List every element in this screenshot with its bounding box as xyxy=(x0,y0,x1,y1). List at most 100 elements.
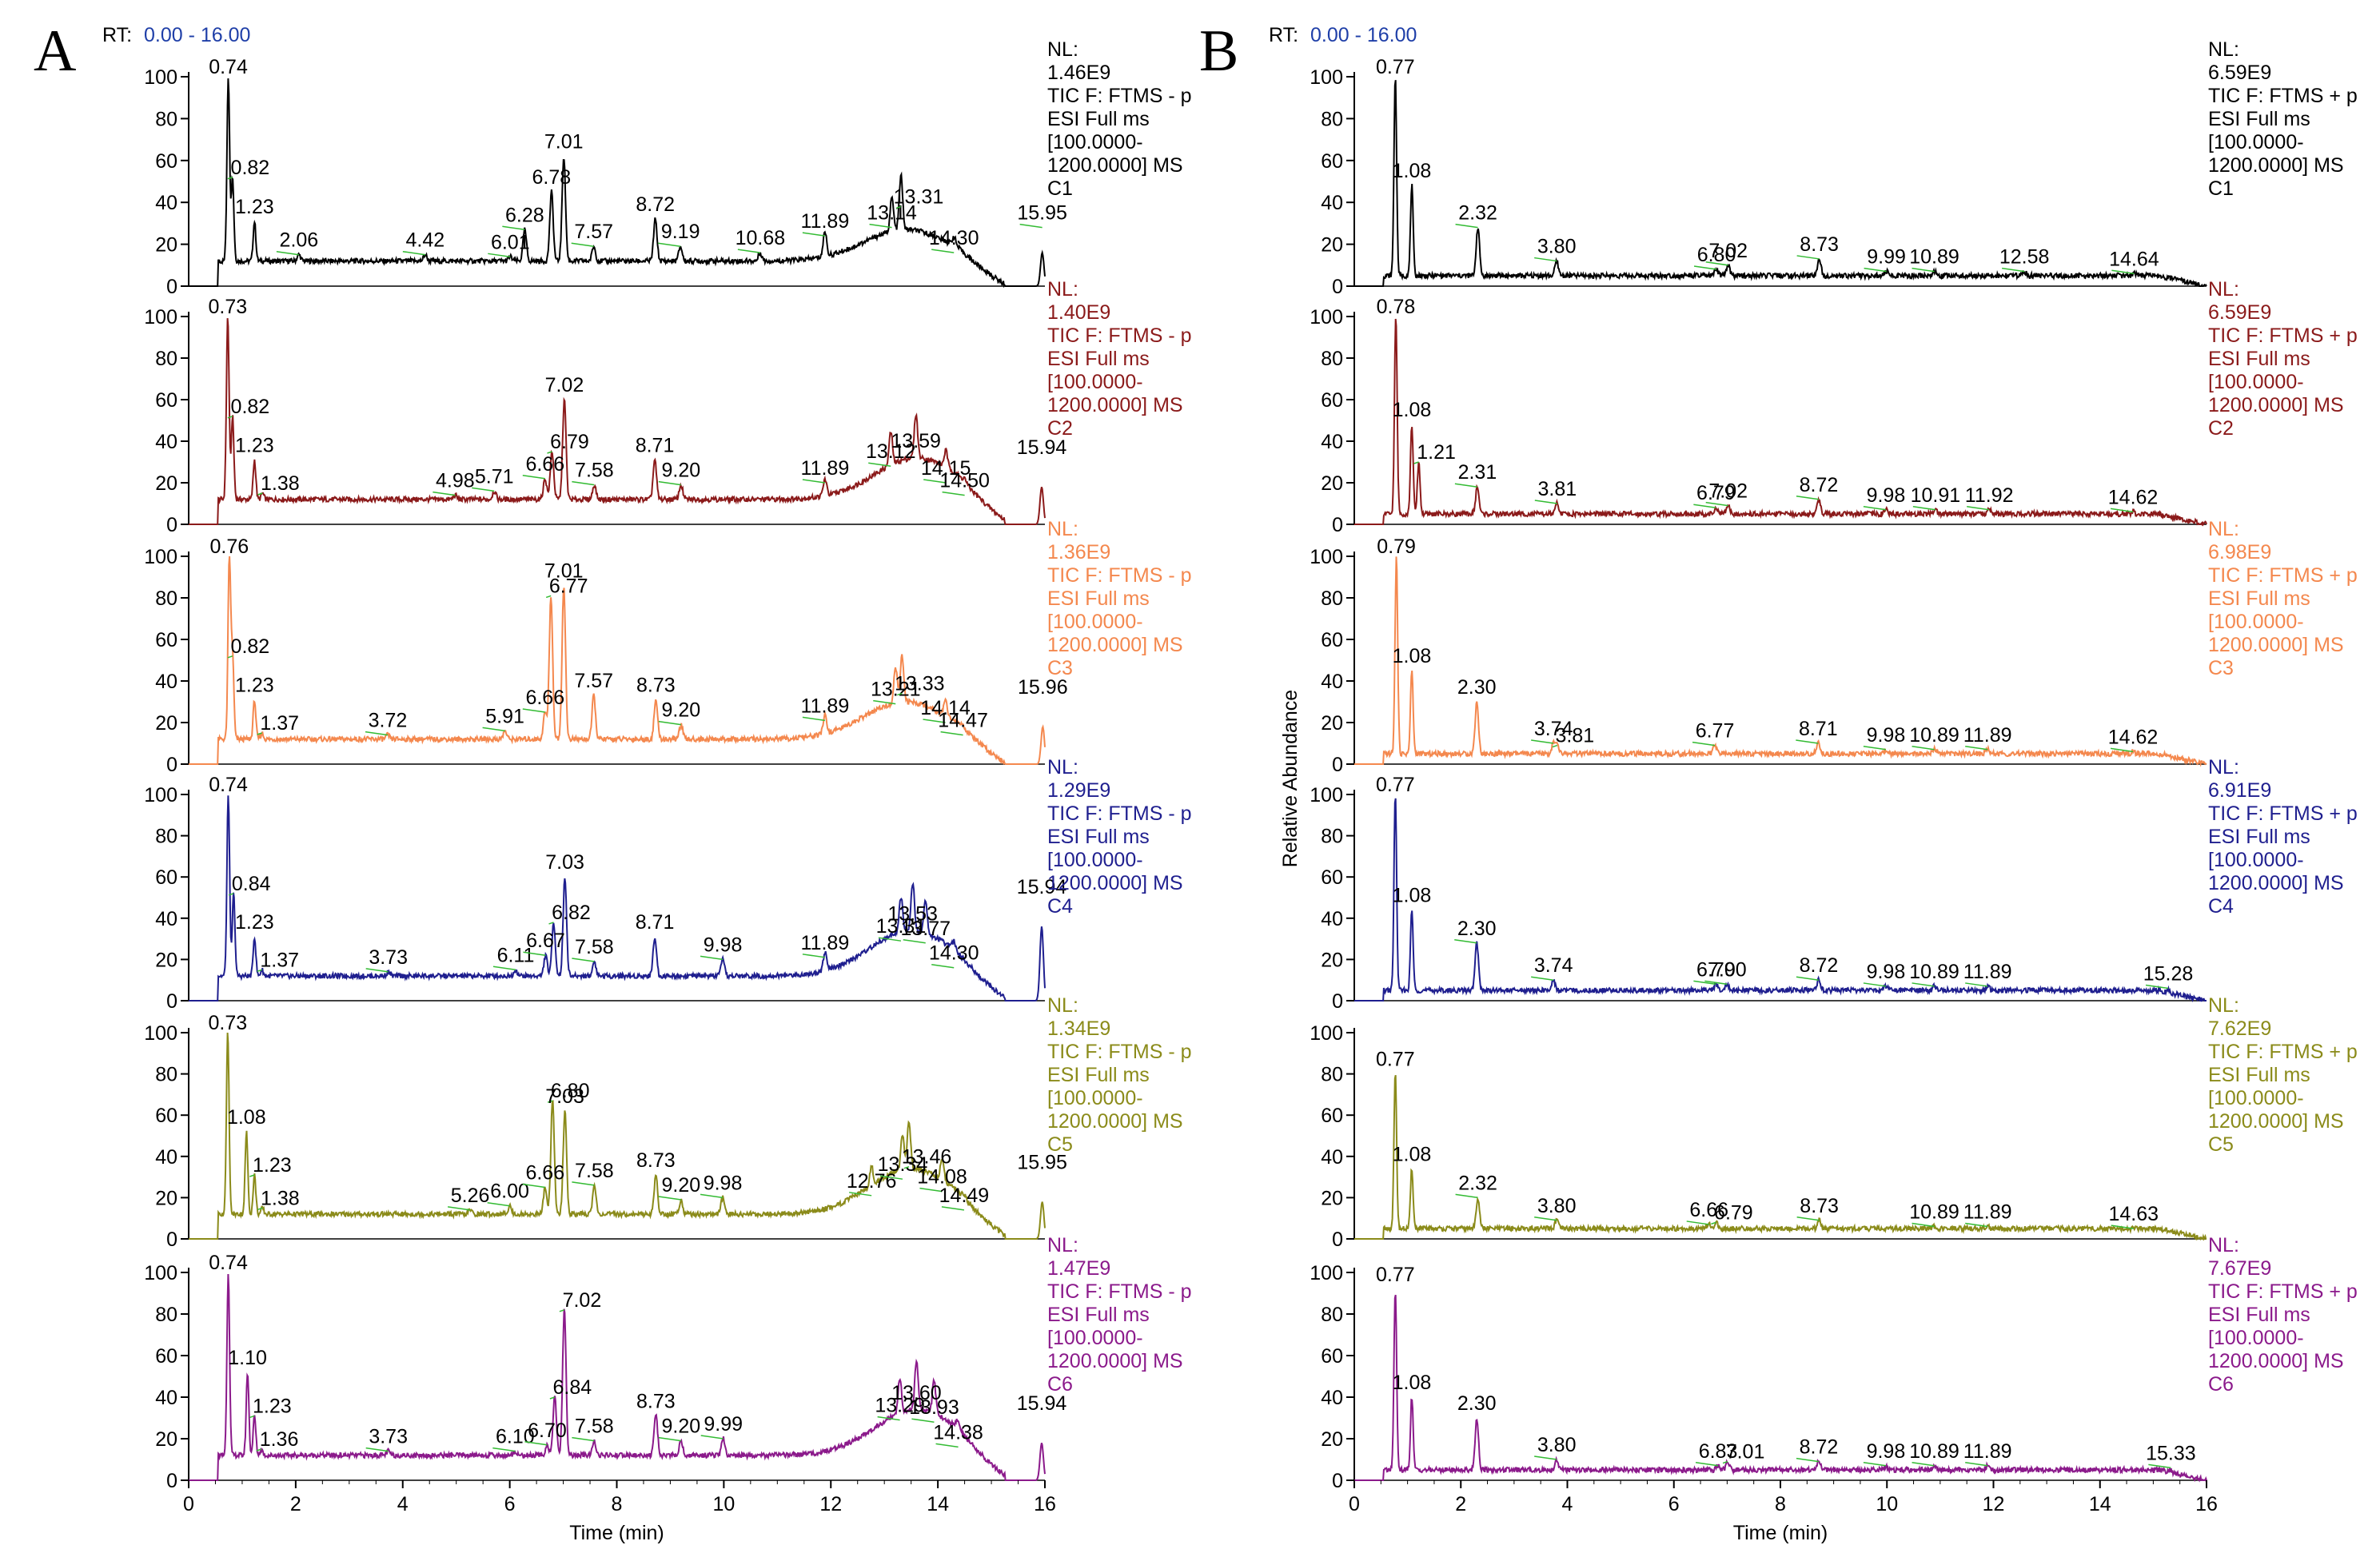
peak-label: 3.73 xyxy=(369,946,408,969)
peak-label: 14.30 xyxy=(929,942,979,965)
peak-label: 10.89 xyxy=(1909,961,1959,983)
peak-label: 15.94 xyxy=(1017,1392,1067,1415)
peak-label-connector xyxy=(737,249,760,253)
peak-label-connector xyxy=(249,1174,255,1177)
peak-label: 7.58 xyxy=(575,1416,614,1438)
peak-label: 11.89 xyxy=(1963,961,2012,983)
nl-value: 1.40E9 xyxy=(1047,301,1110,324)
peak-label-connector xyxy=(276,250,299,256)
peak-label-connector xyxy=(1534,500,1557,504)
peak-label: 0.77 xyxy=(1376,56,1415,78)
peak-label: 0.82 xyxy=(231,635,270,658)
y-tick-label: 60 xyxy=(1321,389,1343,412)
peak-label-connector xyxy=(545,595,552,599)
y-tick-label: 80 xyxy=(1321,1304,1343,1326)
y-tick-label: 20 xyxy=(1321,1187,1343,1209)
y-tick-label: 100 xyxy=(1310,784,1343,806)
trace-c6: 0 20 40 60 80 100 0.74 1.10 1.23 1.36 3.73 6.106.70… xyxy=(144,1234,1191,1492)
peak-label: 0.73 xyxy=(209,1012,248,1034)
peak-label-connector xyxy=(2148,1463,2171,1469)
peak-label: 15.28 xyxy=(2143,963,2194,986)
nl-label: NL: xyxy=(1047,1234,1078,1256)
peak-label-connector xyxy=(571,242,594,247)
y-tick-label: 80 xyxy=(1321,348,1343,370)
peak-label-connector xyxy=(700,1193,724,1199)
scan-mode: TIC F: FTMS + p xyxy=(2208,1280,2358,1303)
nl-value: 1.47E9 xyxy=(1047,1257,1110,1280)
y-tick-label: 40 xyxy=(155,1387,177,1409)
peak-label: 3.80 xyxy=(1537,236,1577,258)
ionization: ESI Full ms xyxy=(1047,108,1150,130)
peak-label-connector xyxy=(931,249,955,253)
y-tick-label: 60 xyxy=(155,1105,177,1127)
y-tick-label: 60 xyxy=(155,150,177,173)
peak-label: 6.67 xyxy=(526,930,565,952)
mass-range-end: 1200.0000] MS xyxy=(2208,1350,2344,1372)
trace-line xyxy=(189,795,1046,1001)
peak-label-connector xyxy=(1864,267,1887,273)
peak-label: 12.76 xyxy=(847,1170,897,1193)
peak-label-connector xyxy=(472,487,495,492)
peak-label: 1.08 xyxy=(1393,1372,1432,1394)
ionization: ESI Full ms xyxy=(2208,348,2310,370)
peak-label-connector xyxy=(2111,1224,2134,1229)
peak-label: 3.72 xyxy=(369,710,408,732)
peak-label: 9.98 xyxy=(1867,484,1906,507)
peak-label-connector xyxy=(228,893,234,896)
y-tick-label: 0 xyxy=(166,1470,177,1492)
peak-label-connector xyxy=(492,966,516,971)
peak-label-connector xyxy=(1455,223,1478,229)
peak-label: 13.46 xyxy=(902,1146,952,1169)
peak-label-connector xyxy=(1019,223,1042,229)
ionization: ESI Full ms xyxy=(1047,1064,1150,1086)
peak-label-connector xyxy=(1693,504,1716,508)
y-tick-label: 20 xyxy=(1321,712,1343,735)
y-tick-label: 100 xyxy=(144,784,177,806)
peak-label: 2.30 xyxy=(1457,1392,1497,1415)
trace-c2: 0 20 40 60 80 100 0.78 1.08 1.212.31 3.81 6.797.02… xyxy=(1310,278,2358,536)
peak-label-connector xyxy=(1796,255,1820,260)
peak-label-connector xyxy=(227,177,233,180)
mass-range-end: 1200.0000] MS xyxy=(2208,394,2344,416)
peak-label-connector xyxy=(1693,980,1716,986)
peak-label: 8.72 xyxy=(636,193,675,216)
peak-label: 8.71 xyxy=(636,434,675,456)
y-tick-label: 40 xyxy=(1321,671,1343,693)
peak-label-connector xyxy=(1965,746,1988,751)
peak-label: 0.82 xyxy=(231,157,270,179)
peak-label-connector xyxy=(257,969,262,973)
scan-mode: TIC F: FTMS + p xyxy=(2208,564,2358,587)
sample-name: C3 xyxy=(2208,657,2234,679)
peak-label: 1.08 xyxy=(1393,884,1432,906)
peak-label-connector xyxy=(1912,1222,1935,1228)
peak-label-connector xyxy=(2002,267,2025,273)
nl-label: NL: xyxy=(2208,38,2239,61)
peak-label: 1.36 xyxy=(260,1428,299,1451)
peak-label: 9.99 xyxy=(1867,246,1906,269)
peak-label-connector xyxy=(522,708,545,713)
x-tick-label: 8 xyxy=(612,1493,623,1515)
peak-label-connector xyxy=(1965,1462,1988,1467)
peak-label: 6.80 xyxy=(551,1080,590,1102)
peak-label-connector xyxy=(488,253,511,258)
peak-label: 4.98 xyxy=(436,470,475,492)
peak-label-connector xyxy=(365,1447,389,1452)
trace-c6: 0 20 40 60 80 100 0.77 1.08 2.30 3.80 6.837.01 8.72… xyxy=(1310,1234,2358,1492)
peak-label: 0.74 xyxy=(209,1252,248,1274)
x-axis-label: Time (min) xyxy=(1733,1522,1828,1544)
peak-label-connector xyxy=(2111,269,2135,275)
peak-label-connector xyxy=(923,719,946,723)
peak-label: 13.33 xyxy=(895,673,945,695)
peak-label: 1.23 xyxy=(235,196,274,218)
peak-label: 10.89 xyxy=(1909,724,1959,747)
trace-c4: 0 20 40 60 80 100 0.77 1.08 2.30 3.74 6.797.00 8.72… xyxy=(1310,756,2358,1013)
peak-label: 14.38 xyxy=(933,1421,983,1444)
sample-name: C1 xyxy=(1047,177,1073,200)
trace-line xyxy=(1354,1294,2207,1483)
peak-label-connector xyxy=(257,492,263,496)
x-tick-label: 10 xyxy=(1876,1493,1898,1515)
peak-label-connector xyxy=(572,480,595,486)
peak-label: 7.57 xyxy=(574,670,613,692)
peak-label: 0.74 xyxy=(209,56,248,78)
